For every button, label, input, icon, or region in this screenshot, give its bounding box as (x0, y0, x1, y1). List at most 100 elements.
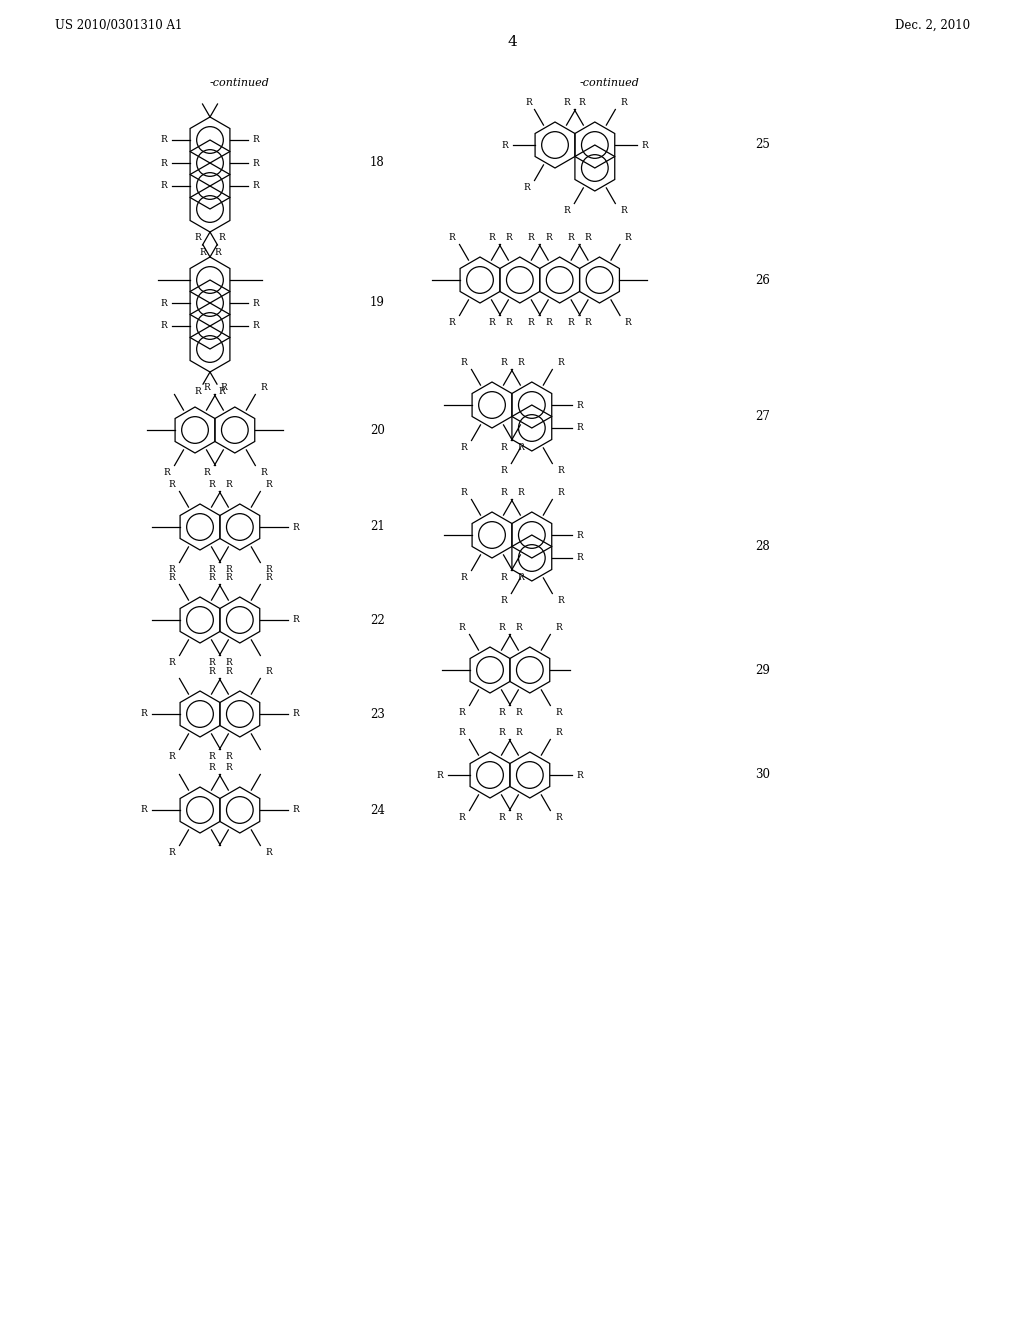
Text: R: R (502, 140, 509, 149)
Text: R: R (225, 752, 231, 762)
Text: R: R (555, 813, 562, 822)
Text: R: R (523, 183, 529, 191)
Text: R: R (265, 573, 271, 582)
Text: R: R (168, 573, 175, 582)
Text: R: R (625, 234, 632, 242)
Text: R: R (500, 444, 507, 451)
Text: R: R (293, 805, 299, 814)
Text: R: R (225, 763, 231, 772)
Text: R: R (253, 158, 259, 168)
Text: R: R (500, 573, 507, 582)
Text: R: R (260, 383, 266, 392)
Text: Dec. 2, 2010: Dec. 2, 2010 (895, 18, 970, 32)
Text: 24: 24 (370, 804, 385, 817)
Text: 25: 25 (755, 139, 770, 152)
Text: 30: 30 (755, 768, 770, 781)
Text: R: R (219, 387, 225, 396)
Text: US 2010/0301310 A1: US 2010/0301310 A1 (55, 18, 182, 32)
Text: R: R (557, 466, 564, 475)
Text: R: R (208, 565, 215, 574)
Text: 19: 19 (370, 297, 385, 309)
Text: R: R (168, 657, 175, 667)
Text: R: R (253, 298, 259, 308)
Text: R: R (195, 387, 202, 396)
Text: R: R (555, 708, 562, 717)
Text: R: R (555, 729, 562, 737)
Text: R: R (498, 813, 505, 822)
Text: R: R (449, 234, 455, 242)
Text: R: R (515, 813, 522, 822)
Text: 28: 28 (755, 540, 770, 553)
Text: R: R (449, 318, 455, 327)
Text: R: R (168, 847, 175, 857)
Text: R: R (225, 573, 231, 582)
Text: R: R (517, 573, 524, 582)
Text: -continued: -continued (580, 78, 640, 88)
Text: R: R (225, 480, 231, 488)
Text: R: R (161, 158, 168, 168)
Text: R: R (585, 234, 592, 242)
Text: R: R (161, 136, 168, 144)
Text: -continued: -continued (210, 78, 270, 88)
Text: R: R (195, 234, 202, 243)
Text: R: R (585, 318, 592, 327)
Text: R: R (555, 623, 562, 632)
Text: R: R (505, 234, 512, 242)
Text: R: R (208, 657, 215, 667)
Text: R: R (225, 657, 231, 667)
Text: R: R (545, 318, 552, 327)
Text: R: R (208, 573, 215, 582)
Text: R: R (567, 318, 574, 327)
Text: R: R (161, 322, 168, 330)
Text: R: R (163, 469, 170, 477)
Text: 4: 4 (507, 36, 517, 49)
Text: R: R (498, 708, 505, 717)
Text: R: R (517, 444, 524, 451)
Text: R: R (458, 729, 465, 737)
Text: R: R (577, 400, 583, 409)
Text: R: R (557, 488, 564, 498)
Text: R: R (498, 729, 505, 737)
Text: R: R (545, 234, 552, 242)
Text: R: R (293, 523, 299, 532)
Text: R: R (225, 565, 231, 574)
Text: R: R (577, 771, 583, 780)
Text: R: R (253, 322, 259, 330)
Text: R: R (199, 248, 206, 257)
Text: R: R (557, 358, 564, 367)
Text: R: R (161, 181, 168, 190)
Text: R: R (208, 752, 215, 762)
Text: R: R (488, 318, 495, 327)
Text: R: R (208, 480, 215, 488)
Text: R: R (557, 597, 564, 605)
Text: R: R (527, 318, 535, 327)
Text: R: R (253, 181, 259, 190)
Text: R: R (460, 358, 467, 367)
Text: R: R (625, 318, 632, 327)
Text: R: R (498, 623, 505, 632)
Text: R: R (525, 98, 531, 107)
Text: R: R (488, 234, 495, 242)
Text: R: R (161, 298, 168, 308)
Text: 22: 22 (370, 614, 385, 627)
Text: R: R (577, 553, 583, 562)
Text: R: R (265, 847, 271, 857)
Text: R: R (168, 480, 175, 488)
Text: 26: 26 (755, 273, 770, 286)
Text: R: R (458, 708, 465, 717)
Text: R: R (458, 623, 465, 632)
Text: R: R (505, 318, 512, 327)
Text: R: R (460, 444, 467, 451)
Text: R: R (579, 98, 585, 107)
Text: 23: 23 (370, 708, 385, 721)
Text: R: R (208, 763, 215, 772)
Text: R: R (500, 597, 507, 605)
Text: R: R (500, 358, 507, 367)
Text: R: R (265, 480, 271, 488)
Text: R: R (265, 667, 271, 676)
Text: R: R (436, 771, 443, 780)
Text: R: R (458, 813, 465, 822)
Text: R: R (500, 488, 507, 498)
Text: R: R (203, 383, 210, 392)
Text: R: R (253, 136, 259, 144)
